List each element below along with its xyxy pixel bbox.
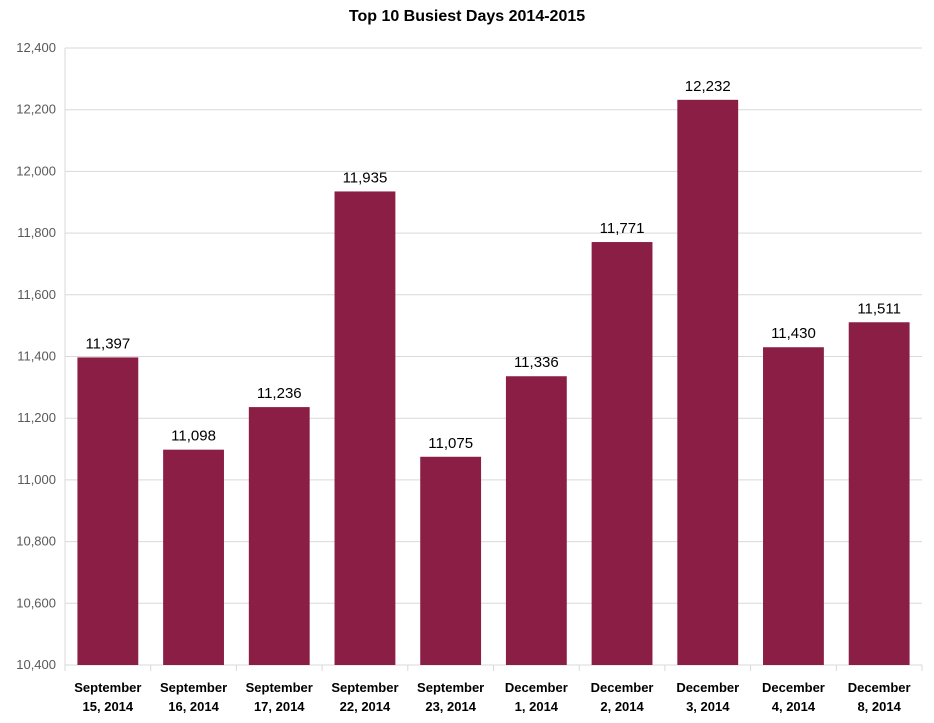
- x-tick-label: 23, 2014: [425, 699, 476, 714]
- bar: [677, 99, 739, 665]
- y-tick-label: 10,400: [16, 657, 56, 672]
- x-tick-label: 4, 2014: [772, 699, 816, 714]
- x-tick-label: December: [676, 680, 739, 695]
- data-label: 11,430: [771, 325, 816, 342]
- x-tick-label: September: [417, 680, 484, 695]
- x-tick-label: September: [331, 680, 398, 695]
- x-tick-label: 16, 2014: [168, 699, 219, 714]
- y-tick-label: 10,600: [16, 595, 56, 610]
- y-tick-label: 11,600: [17, 287, 56, 302]
- y-tick-label: 11,400: [17, 349, 56, 364]
- data-label: 11,336: [514, 354, 559, 371]
- x-tick-label: 22, 2014: [340, 699, 391, 714]
- y-tick-label: 11,200: [17, 410, 56, 425]
- y-tick-label: 12,000: [16, 163, 56, 178]
- x-tick-label: 1, 2014: [515, 699, 559, 714]
- x-tick-label: 8, 2014: [857, 699, 901, 714]
- bar: [334, 191, 396, 665]
- y-tick-label: 12,200: [16, 102, 56, 117]
- x-tick-label: December: [505, 680, 568, 695]
- x-tick-label: December: [591, 680, 654, 695]
- x-tick-label: 2, 2014: [600, 699, 644, 714]
- bar: [848, 322, 910, 665]
- x-tick-label: December: [848, 680, 911, 695]
- bar: [420, 456, 482, 665]
- y-tick-label: 11,000: [17, 472, 56, 487]
- bar: [505, 376, 567, 665]
- chart-title: Top 10 Busiest Days 2014-2015: [348, 8, 586, 25]
- data-label: 11,511: [857, 300, 901, 317]
- bar: [248, 407, 310, 665]
- data-label: 11,236: [257, 385, 302, 402]
- y-tick-label: 10,800: [16, 534, 56, 549]
- data-label: 12,232: [685, 78, 731, 95]
- x-tick-label: December: [762, 680, 825, 695]
- data-label: 11,098: [171, 428, 216, 445]
- data-label: 11,397: [85, 335, 130, 352]
- y-tick-label: 12,400: [16, 40, 56, 55]
- x-tick-label: 15, 2014: [83, 699, 134, 714]
- x-tick-label: September: [74, 680, 141, 695]
- bar: [77, 357, 139, 665]
- bar: [763, 347, 824, 665]
- data-label: 11,935: [343, 169, 388, 186]
- y-tick-label: 11,800: [17, 225, 56, 240]
- data-label: 11,075: [428, 435, 473, 452]
- bar: [163, 449, 224, 665]
- data-label: 11,771: [600, 220, 645, 237]
- x-tick-label: September: [160, 680, 227, 695]
- bar: [591, 242, 653, 665]
- x-tick-label: September: [246, 680, 313, 695]
- x-tick-label: 17, 2014: [254, 699, 305, 714]
- x-tick-label: 3, 2014: [686, 699, 730, 714]
